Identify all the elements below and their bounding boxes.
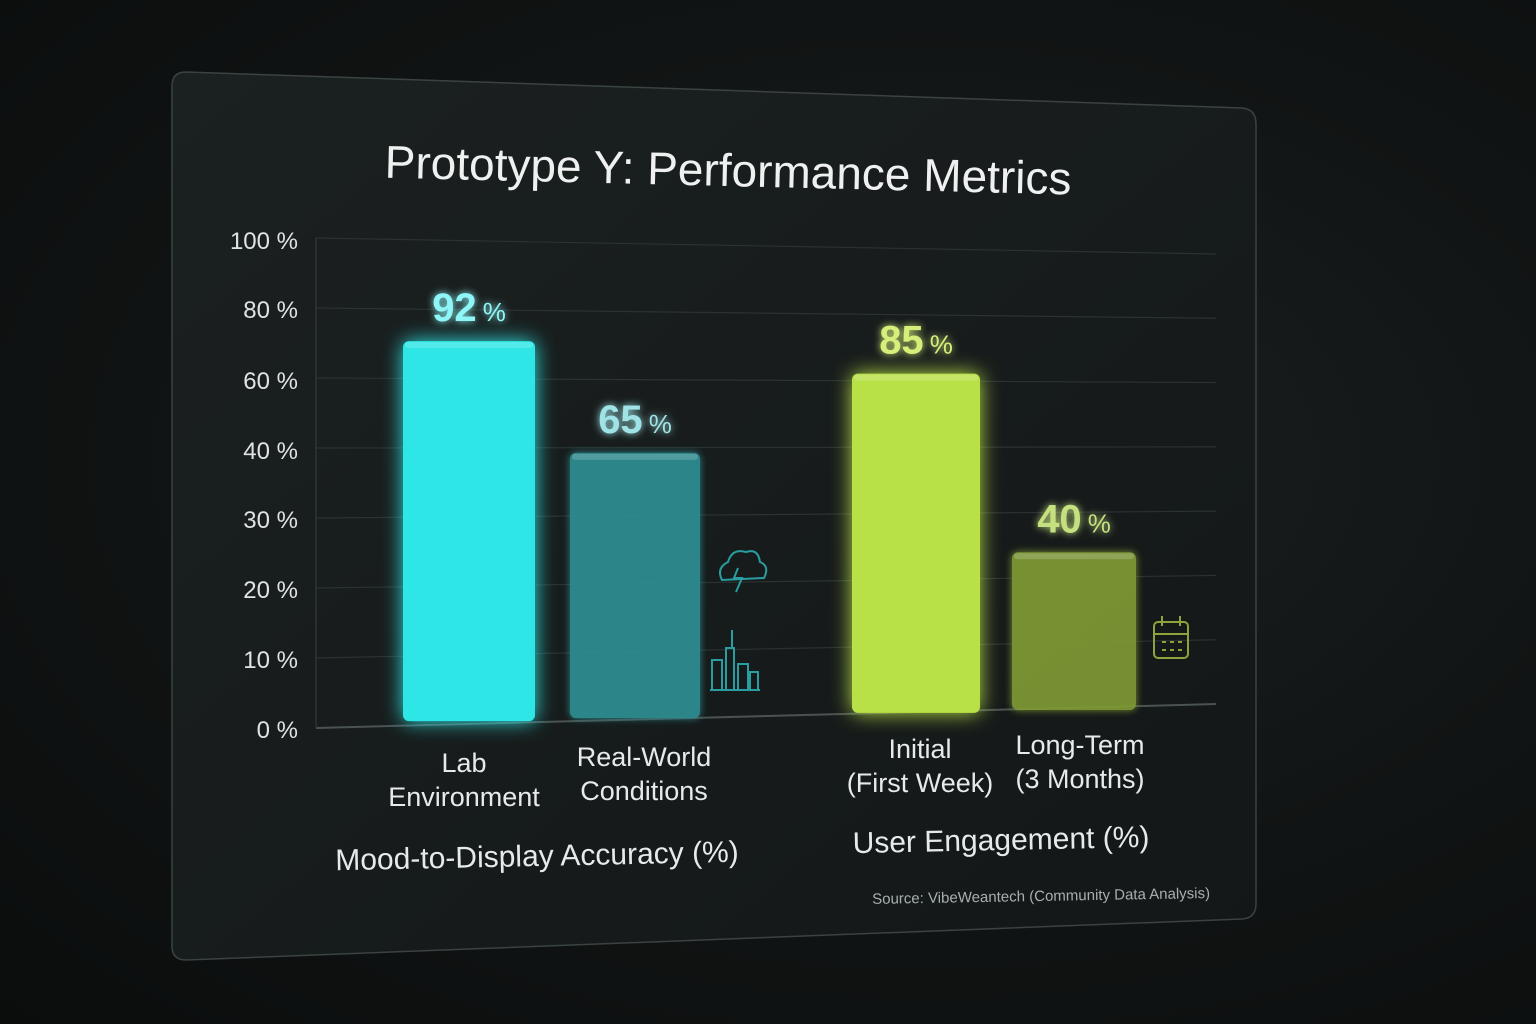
y-tick-label: 40 %	[243, 438, 298, 465]
bar-highlight	[405, 342, 533, 349]
category-label: (3 Months)	[1015, 764, 1144, 794]
value-unit: %	[930, 330, 953, 360]
bar-highlight	[1014, 553, 1134, 560]
calendar-icon	[1153, 616, 1189, 659]
value-number: 85	[879, 319, 924, 363]
value-unit: %	[649, 409, 672, 439]
y-tick-label: 20 %	[243, 577, 298, 604]
category-label: Environment	[388, 782, 540, 812]
y-tick-label: 60 %	[243, 368, 298, 395]
group-label-engagement: User Engagement (%)	[852, 821, 1149, 860]
category-label: Lab	[441, 748, 486, 778]
value-unit: %	[1088, 508, 1111, 538]
y-tick-label: 10 %	[243, 647, 298, 674]
y-tick-label: 100 %	[230, 228, 298, 255]
value-label: 85%	[879, 319, 953, 363]
value-label: 65%	[598, 398, 672, 442]
y-tick-label: 0 %	[257, 717, 298, 744]
value-unit: %	[483, 297, 506, 327]
bars	[403, 341, 1136, 722]
y-axis-ticks: 0 % 10 % 20 % 30 % 40 % 60 % 80 % 100 %	[230, 228, 298, 744]
bar-0-1	[570, 452, 700, 719]
value-number: 65	[598, 398, 643, 442]
weather-and-city-icon	[710, 550, 768, 691]
y-tick-label: 30 %	[243, 507, 298, 534]
y-tick-label: 80 %	[243, 297, 298, 324]
category-label: Real-World	[577, 742, 712, 772]
chart-panel	[171, 71, 1257, 961]
gridline	[315, 307, 1217, 319]
bar-highlight	[572, 453, 698, 460]
category-label: Initial	[888, 734, 951, 764]
bar-1-0	[852, 373, 980, 713]
value-number: 40	[1037, 497, 1082, 541]
source-note: Source: VibeWeantech (Community Data Ana…	[872, 885, 1210, 908]
category-label: Conditions	[580, 776, 708, 806]
category-label: Long-Term	[1015, 730, 1144, 760]
value-label: 92%	[432, 286, 506, 330]
bar-1-1	[1012, 552, 1136, 710]
gridline	[315, 237, 1217, 255]
category-label: (First Week)	[847, 768, 994, 798]
bar-0-0	[403, 341, 535, 722]
bar-highlight	[854, 374, 978, 381]
value-number: 92	[432, 286, 477, 330]
value-label: 40%	[1037, 497, 1111, 541]
bar-labels: 92 % Lab Environment 65 % Real-World Conditions…	[388, 286, 1144, 812]
